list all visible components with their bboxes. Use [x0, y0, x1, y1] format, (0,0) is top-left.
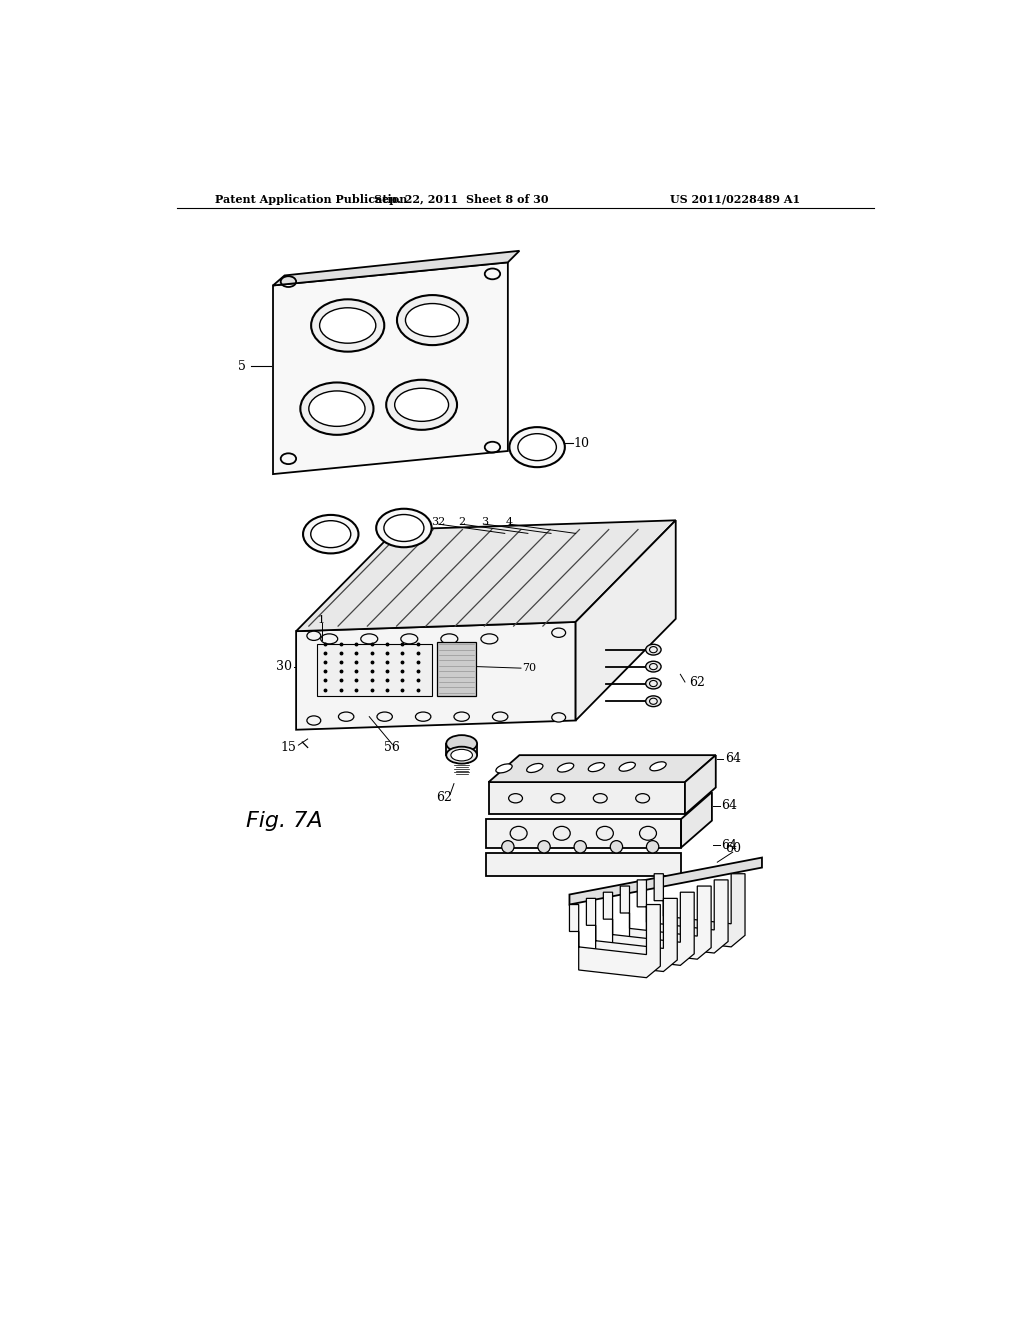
Polygon shape	[569, 858, 762, 904]
Ellipse shape	[307, 715, 321, 725]
Text: 32: 32	[431, 517, 445, 527]
Text: 62: 62	[436, 791, 452, 804]
Ellipse shape	[518, 434, 556, 461]
Ellipse shape	[311, 300, 384, 351]
Text: 56: 56	[384, 741, 400, 754]
Text: 64: 64	[725, 752, 741, 766]
Polygon shape	[603, 892, 694, 965]
Ellipse shape	[593, 793, 607, 803]
Text: Sep. 22, 2011  Sheet 8 of 30: Sep. 22, 2011 Sheet 8 of 30	[375, 194, 549, 205]
Ellipse shape	[300, 383, 374, 434]
Ellipse shape	[307, 631, 321, 640]
Ellipse shape	[646, 644, 662, 655]
Ellipse shape	[646, 841, 658, 853]
Polygon shape	[681, 792, 712, 847]
Text: 1: 1	[318, 615, 325, 626]
Ellipse shape	[303, 515, 358, 553]
Ellipse shape	[538, 841, 550, 853]
Ellipse shape	[557, 763, 573, 772]
Ellipse shape	[649, 647, 657, 653]
Ellipse shape	[496, 764, 512, 774]
Text: Fig. 7A: Fig. 7A	[246, 810, 323, 830]
Text: 64: 64	[721, 838, 737, 851]
Text: 4: 4	[506, 517, 513, 527]
Text: 64: 64	[721, 800, 737, 813]
Ellipse shape	[397, 296, 468, 345]
Ellipse shape	[551, 793, 565, 803]
Ellipse shape	[384, 515, 424, 541]
Polygon shape	[685, 755, 716, 814]
Ellipse shape	[526, 763, 543, 772]
Polygon shape	[437, 642, 475, 696]
Ellipse shape	[446, 735, 477, 752]
Text: 10: 10	[573, 437, 589, 450]
Ellipse shape	[552, 628, 565, 638]
Polygon shape	[654, 874, 745, 946]
Text: 3: 3	[481, 517, 488, 527]
Ellipse shape	[310, 520, 351, 548]
Ellipse shape	[596, 826, 613, 841]
Ellipse shape	[610, 841, 623, 853]
Text: 15: 15	[281, 741, 296, 754]
Ellipse shape	[319, 308, 376, 343]
Polygon shape	[486, 853, 681, 876]
Polygon shape	[316, 644, 432, 696]
Ellipse shape	[406, 304, 460, 337]
Ellipse shape	[451, 750, 472, 760]
Polygon shape	[296, 520, 676, 631]
Polygon shape	[637, 880, 728, 953]
Ellipse shape	[446, 747, 477, 763]
Text: Patent Application Publication: Patent Application Publication	[215, 194, 408, 205]
Ellipse shape	[646, 678, 662, 689]
Ellipse shape	[646, 696, 662, 706]
Polygon shape	[488, 755, 716, 781]
Polygon shape	[621, 886, 711, 960]
Polygon shape	[569, 904, 660, 978]
Ellipse shape	[640, 826, 656, 841]
Text: 60: 60	[725, 842, 740, 855]
Ellipse shape	[574, 841, 587, 853]
Ellipse shape	[502, 841, 514, 853]
Ellipse shape	[386, 380, 457, 430]
Text: 62: 62	[689, 676, 705, 689]
Polygon shape	[273, 263, 508, 474]
Ellipse shape	[510, 826, 527, 841]
Polygon shape	[486, 818, 681, 847]
Ellipse shape	[509, 793, 522, 803]
Ellipse shape	[650, 762, 667, 771]
Polygon shape	[296, 622, 575, 730]
Polygon shape	[587, 899, 677, 972]
Ellipse shape	[394, 388, 449, 421]
Ellipse shape	[646, 661, 662, 672]
Ellipse shape	[588, 763, 604, 772]
Ellipse shape	[649, 664, 657, 669]
Polygon shape	[446, 743, 477, 755]
Polygon shape	[273, 251, 519, 285]
Text: 2: 2	[458, 517, 465, 527]
Text: 5: 5	[239, 360, 246, 372]
Polygon shape	[488, 781, 685, 814]
Ellipse shape	[376, 508, 432, 548]
Text: 70: 70	[521, 663, 536, 673]
Polygon shape	[575, 520, 676, 721]
Text: 30: 30	[276, 660, 292, 673]
Ellipse shape	[552, 713, 565, 722]
Ellipse shape	[553, 826, 570, 841]
Ellipse shape	[649, 681, 657, 686]
Ellipse shape	[636, 793, 649, 803]
Ellipse shape	[309, 391, 365, 426]
Ellipse shape	[509, 428, 565, 467]
Ellipse shape	[649, 698, 657, 705]
Text: US 2011/0228489 A1: US 2011/0228489 A1	[671, 194, 801, 205]
Ellipse shape	[620, 762, 635, 771]
